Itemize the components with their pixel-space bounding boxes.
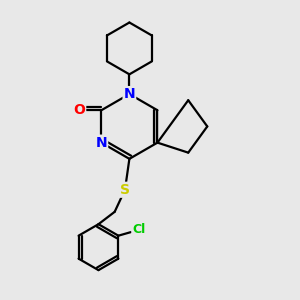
Text: N: N [124, 87, 135, 101]
Text: Cl: Cl [132, 223, 146, 236]
Text: N: N [95, 136, 107, 150]
Text: O: O [73, 103, 85, 117]
Text: S: S [120, 183, 130, 197]
